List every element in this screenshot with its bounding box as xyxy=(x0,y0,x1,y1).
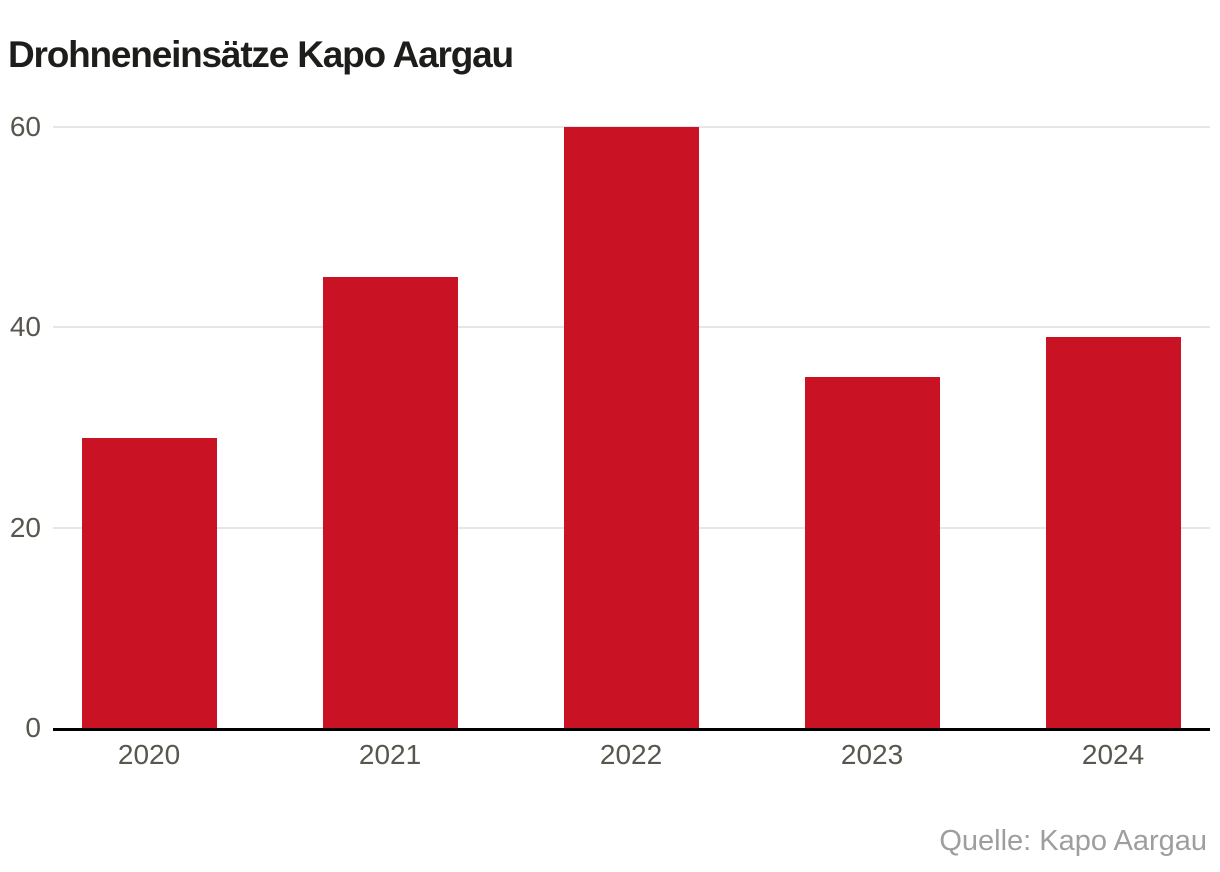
x-tick-label-2023: 2023 xyxy=(840,739,904,770)
x-tick-label-2021: 2021 xyxy=(358,739,422,770)
y-tick-label-60: 60 xyxy=(9,111,41,142)
chart-title: Drohneneinsätze Kapo Aargau xyxy=(8,33,514,75)
plot-area xyxy=(53,126,1210,731)
source-attribution: Quelle: Kapo Aargau xyxy=(939,825,1207,857)
bar-2022 xyxy=(563,127,699,728)
bar-2020 xyxy=(81,437,217,728)
bar-2021 xyxy=(322,277,458,728)
x-tick-label-2022: 2022 xyxy=(599,739,663,770)
y-tick-label-20: 20 xyxy=(9,511,41,543)
bar-2023 xyxy=(804,377,940,728)
y-axis-labels: 0 20 40 60 xyxy=(0,111,41,743)
y-tick-label-0: 0 xyxy=(25,712,41,743)
bar-2024 xyxy=(1045,337,1181,728)
x-tick-label-2024: 2024 xyxy=(1081,739,1145,770)
x-tick-label-2020: 2020 xyxy=(117,739,181,770)
y-tick-label-40: 40 xyxy=(9,311,41,343)
x-axis-labels: 2020 2021 2022 2023 2024 xyxy=(53,733,1210,777)
